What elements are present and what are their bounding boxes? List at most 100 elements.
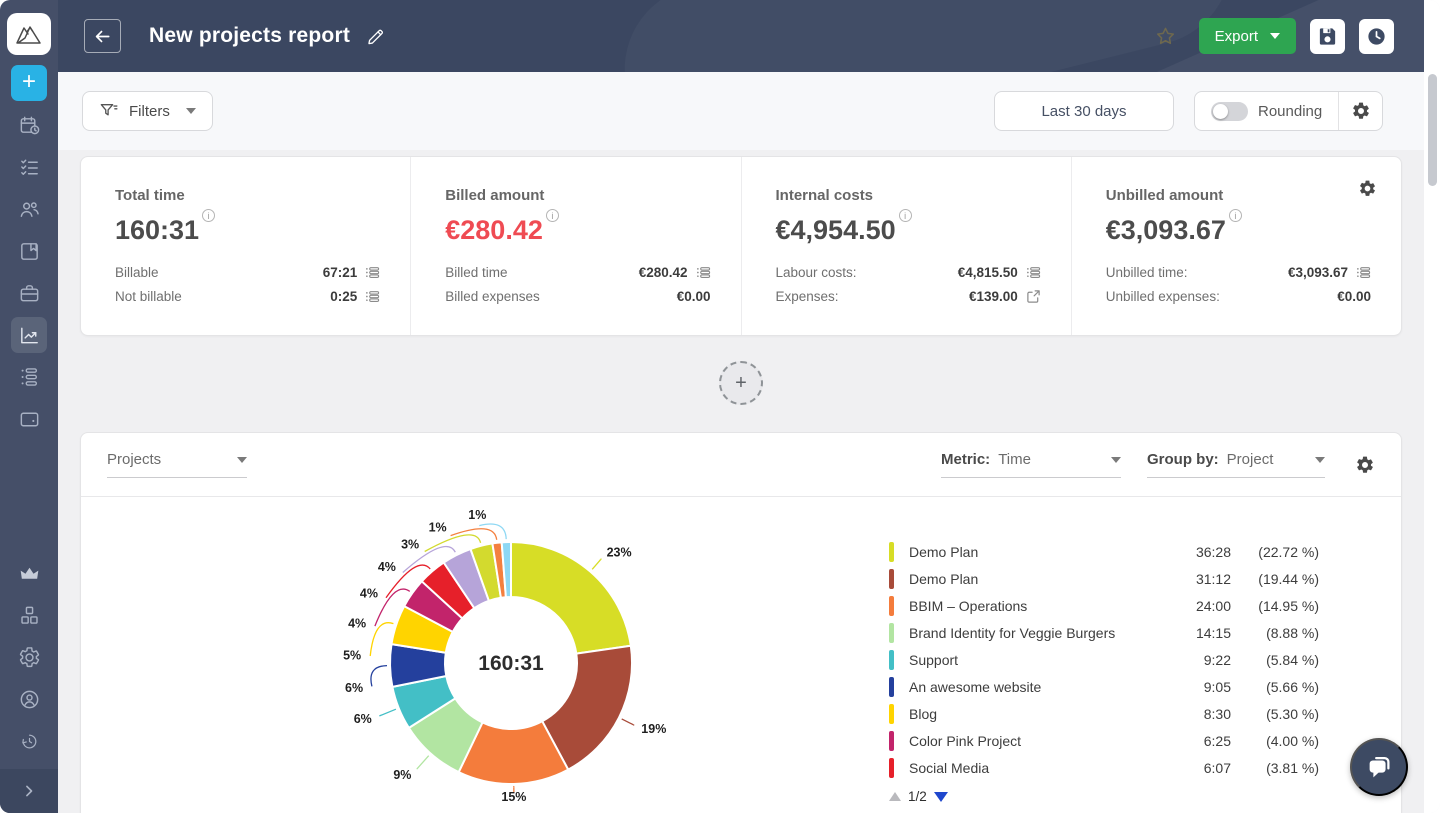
page-up-icon[interactable] (889, 792, 901, 801)
legend-project-name: Brand Identity for Veggie Burgers (909, 624, 1116, 641)
donut-slice[interactable] (500, 541, 512, 599)
legend-row[interactable]: An awesome website 9:05 (5.66 %) (889, 673, 1319, 700)
sidebar-item-integrations[interactable] (11, 597, 47, 633)
sidebar-item-activity[interactable] (11, 359, 47, 395)
chevron-down-icon (1270, 33, 1280, 39)
info-icon[interactable]: i (545, 209, 559, 222)
report-type-select[interactable]: Projects (107, 451, 247, 478)
entries-list-icon (21, 368, 38, 386)
filters-button[interactable]: Filters (82, 91, 213, 131)
scrollbar-thumb[interactable] (1428, 74, 1437, 186)
report-type-value: Projects (107, 451, 162, 468)
sidebar-item-profile[interactable] (11, 681, 47, 717)
history-button[interactable] (1359, 18, 1394, 54)
legend-row[interactable]: Social Media 6:07 (3.81 %) (889, 754, 1319, 781)
rounding-toggle-area[interactable]: Rounding (1195, 101, 1338, 121)
sidebar-expand-button[interactable] (0, 769, 58, 813)
legend-row[interactable]: BBIM – Operations 24:00 (14.95 %) (889, 592, 1319, 619)
app-logo[interactable] (7, 13, 51, 55)
chevron-down-icon (1315, 456, 1325, 463)
legend-project-name: Support (909, 651, 959, 668)
legend-row[interactable]: Demo Plan 36:28 (22.72 %) (889, 538, 1319, 565)
scrollbar-track (1424, 0, 1440, 813)
page-title: New projects report (149, 24, 351, 47)
export-button[interactable]: Export (1198, 18, 1296, 54)
sidebar-item-history[interactable] (11, 723, 47, 759)
groupby-value: Project (1226, 451, 1274, 468)
sidebar-item-expenses[interactable] (11, 401, 47, 437)
sidebar-item-tasks[interactable] (11, 149, 47, 185)
groupby-select[interactable]: Group by: Project (1147, 451, 1325, 478)
legend-percent-value: (8.88 %) (1266, 624, 1319, 641)
metric-select[interactable]: Metric: Time (941, 451, 1121, 478)
info-icon[interactable]: i (898, 209, 912, 222)
chat-widget-button[interactable] (1350, 738, 1408, 796)
legend-percent-value: (5.84 %) (1266, 651, 1319, 668)
chevron-down-icon (237, 456, 247, 463)
date-range-button[interactable]: Last 30 days (994, 91, 1174, 131)
briefcase-icon (20, 284, 38, 301)
sidebar-item-team[interactable] (11, 191, 47, 227)
label-leader-line (621, 718, 635, 726)
save-report-button[interactable] (1310, 18, 1345, 54)
chevron-down-icon (185, 108, 196, 114)
report-panel: Projects Metric: Time Group by: Project (80, 432, 1402, 813)
entries-icon[interactable] (1356, 265, 1371, 280)
entries-icon[interactable] (1026, 265, 1041, 280)
legend-row[interactable]: Color Pink Project 6:25 (4.00 %) (889, 727, 1319, 754)
sidebar-item-settings[interactable] (11, 639, 47, 675)
summary-row: Expenses: €139.00 (776, 284, 1041, 308)
legend-time-value: 8:30 (1203, 705, 1231, 722)
sidebar-item-projects[interactable] (11, 233, 47, 269)
info-icon[interactable]: i (202, 209, 216, 222)
favorite-star-button[interactable] (1154, 25, 1177, 48)
summary-card: Total time 160:31 i Billable 67:21 Not bi… (80, 156, 1402, 336)
legend-project-name: BBIM – Operations (909, 597, 1028, 614)
summary-column: Unbilled amount €3,093.67 i Unbilled time… (1070, 157, 1401, 335)
legend-time-value: 14:15 (1195, 624, 1231, 641)
summary-row: Billed expenses €0.00 (445, 284, 710, 308)
entries-icon[interactable] (365, 265, 380, 280)
legend-color-bar (889, 568, 894, 589)
page-down-icon[interactable] (933, 791, 948, 802)
legend-project-name: An awesome website (909, 678, 1042, 695)
entries-icon[interactable] (696, 265, 711, 280)
sidebar-item-upgrade[interactable] (11, 555, 47, 591)
legend-row[interactable]: Demo Plan 31:12 (19.44 %) (889, 565, 1319, 592)
chart-settings-button[interactable] (1355, 455, 1375, 475)
legend-row[interactable]: Blog 8:30 (5.30 %) (889, 700, 1319, 727)
summary-row-value: €139.00 (968, 288, 1018, 304)
summary-row-label: Unbilled expenses: (1105, 288, 1220, 304)
gear-icon (1357, 456, 1373, 473)
rounding-toggle[interactable] (1211, 101, 1248, 121)
sidebar-item-add[interactable]: + (11, 65, 47, 101)
info-icon[interactable]: i (1228, 209, 1242, 222)
legend-time-value: 9:05 (1203, 678, 1231, 695)
slice-percent-label: 4% (378, 560, 396, 574)
external-link-icon[interactable] (1026, 289, 1041, 304)
summary-row-label: Billable (115, 264, 159, 280)
sidebar-item-clients[interactable] (11, 275, 47, 311)
back-button[interactable] (84, 19, 121, 53)
clock-icon (1368, 27, 1385, 45)
entries-icon[interactable] (365, 289, 380, 304)
donut-slice[interactable] (541, 644, 634, 771)
summary-rows: Billable 67:21 Not billable 0:25 (115, 260, 380, 308)
donut-slice[interactable] (510, 541, 632, 655)
label-leader-line (385, 564, 431, 599)
sidebar-item-reports[interactable] (11, 317, 47, 353)
legend-row[interactable]: Support 9:22 (5.84 %) (889, 646, 1319, 673)
sidebar-item-schedule[interactable] (11, 107, 47, 143)
summary-row-value: 0:25 (330, 288, 358, 304)
edit-title-button[interactable] (366, 27, 385, 46)
rounding-settings-button[interactable] (1338, 92, 1382, 130)
legend-time-value: 9:22 (1203, 651, 1231, 668)
chart-legend: Demo Plan 36:28 (22.72 %) Demo Plan 31:1… (889, 538, 1319, 804)
add-widget-button[interactable]: + (719, 361, 763, 405)
legend-row[interactable]: Brand Identity for Veggie Burgers 14:15 … (889, 619, 1319, 646)
slice-percent-label: 19% (641, 722, 666, 736)
star-icon (1156, 27, 1174, 44)
summary-value-text: 160:31 (115, 215, 200, 245)
summary-settings-button[interactable] (1358, 179, 1377, 203)
summary-rows: Labour costs: €4,815.50 Expenses: €139.0… (776, 260, 1041, 308)
